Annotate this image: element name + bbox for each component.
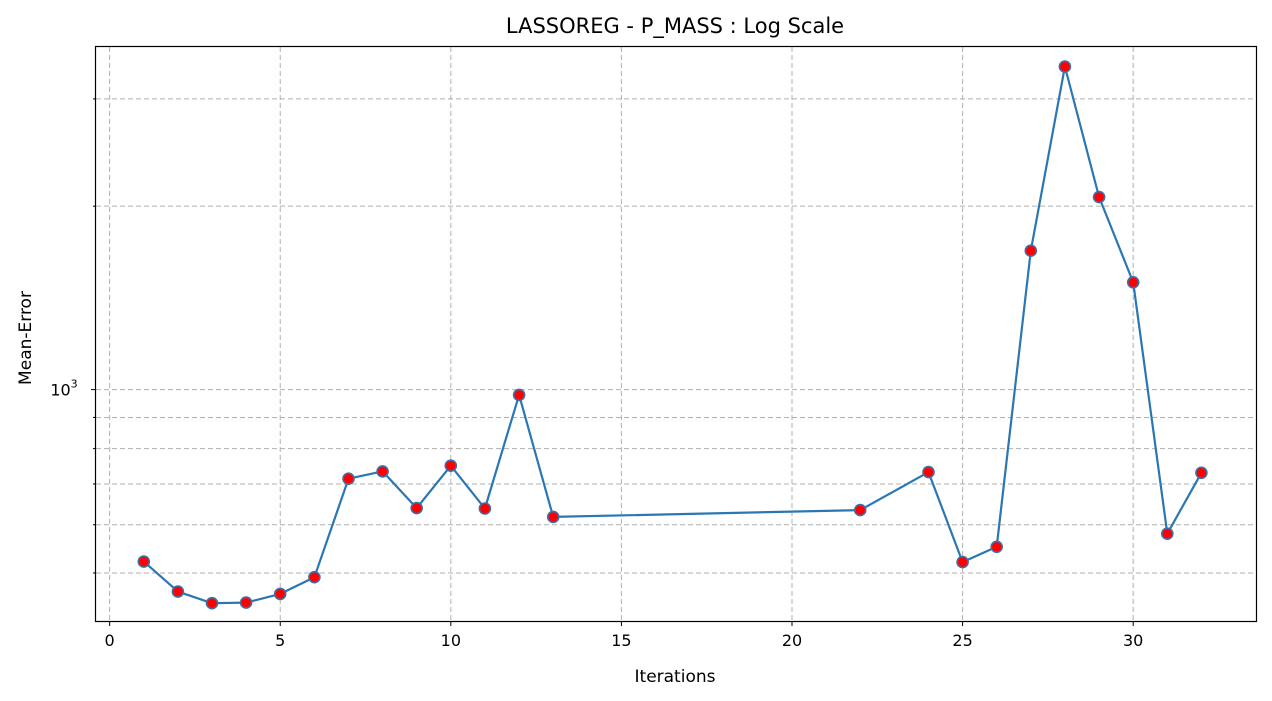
data-point [1058, 60, 1072, 73]
x-tick-label: 10 [441, 631, 461, 650]
data-point [342, 472, 355, 486]
data-point [171, 585, 185, 598]
plot-frame [94, 45, 1258, 623]
chart-title: LASSOREG - P_MASS : Log Scale [506, 14, 844, 39]
x-tick-label: 25 [952, 631, 972, 650]
data-point [922, 465, 935, 479]
x-tick-label: 0 [105, 631, 115, 650]
series-line [143, 65, 1203, 605]
axis-ticks: 0 5 10 15 20 25 30 103 [50, 98, 1143, 650]
x-tick-label: 30 [1123, 631, 1143, 650]
y-tick-label: 103 [50, 378, 77, 400]
data-point [1195, 466, 1208, 480]
data-point [1161, 527, 1174, 541]
y-axis-label: Mean-Error [16, 291, 36, 385]
data-point [853, 503, 867, 517]
x-tick-label: 15 [611, 631, 631, 650]
data-point [1126, 275, 1140, 289]
series-layer [137, 60, 1208, 610]
data-point [137, 555, 151, 568]
data-point [205, 596, 219, 610]
data-point [956, 555, 969, 569]
data-point [512, 388, 526, 402]
data-point [239, 596, 253, 609]
grid [96, 47, 1256, 621]
data-point [1024, 244, 1038, 257]
data-point [990, 540, 1004, 554]
data-point [308, 570, 321, 584]
data-point [1092, 190, 1106, 204]
data-point [410, 501, 424, 515]
data-point [444, 459, 458, 473]
x-tick-label: 5 [275, 631, 285, 650]
data-point [478, 502, 492, 515]
data-point [546, 510, 560, 524]
data-point [273, 587, 287, 601]
x-tick-label: 20 [782, 631, 802, 650]
x-axis-label: Iterations [635, 667, 716, 687]
data-point [376, 465, 389, 478]
